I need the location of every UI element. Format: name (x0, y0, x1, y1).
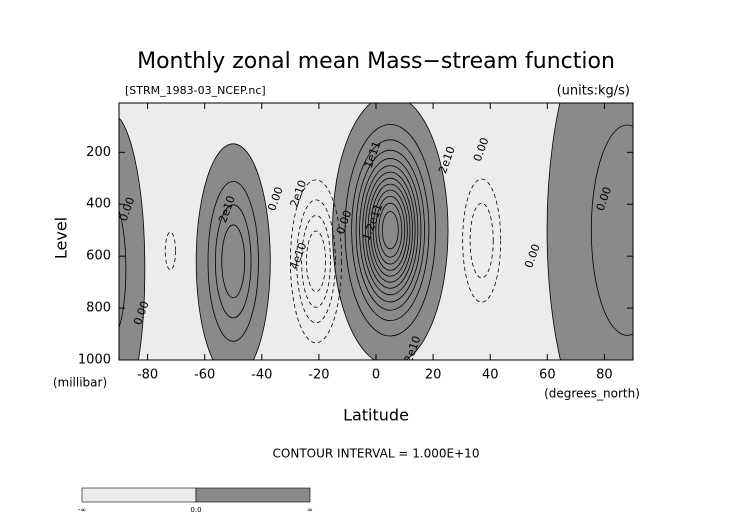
y-axis-label: Level (52, 217, 71, 259)
contour-line (290, 179, 343, 344)
contour-line (215, 204, 252, 319)
contour-line (355, 149, 425, 311)
positive-region (119, 117, 146, 360)
colorbar-positive (195, 487, 311, 503)
contour-line (590, 124, 633, 336)
colorbar-label: 0.0 (190, 506, 201, 514)
contour-line (367, 177, 413, 283)
contour-interval: CONTOUR INTERVAL = 1.000E+10 (273, 447, 480, 461)
contour-line (301, 215, 331, 308)
x-tick-label: 0 (372, 368, 380, 383)
x-tick-label: -40 (251, 368, 272, 383)
x-axis-units: (degrees_north) (544, 387, 640, 401)
x-tick-label: -80 (137, 368, 158, 383)
contour-line (351, 139, 430, 322)
contour-line (469, 202, 494, 279)
contour-line (296, 199, 336, 324)
contour-line (119, 209, 127, 329)
contour-line (207, 180, 259, 342)
y-tick-label: 1000 (78, 353, 111, 368)
contour-line (365, 171, 416, 289)
positive-region (332, 103, 449, 360)
contour-line (359, 158, 422, 303)
contour-line (378, 202, 403, 258)
contour-line (221, 224, 246, 299)
contour-line (381, 211, 399, 250)
contour-line (372, 189, 408, 271)
subtitle-left: [STRM_1983-03_NCEP.nc] (125, 84, 266, 97)
contour-line (370, 183, 411, 277)
contour-line (462, 178, 502, 303)
contour-line (375, 195, 406, 265)
contour-line (306, 230, 326, 293)
colorbar-label: ∞ (307, 506, 313, 514)
x-tick-label: 20 (425, 368, 442, 383)
y-tick-label: 400 (86, 197, 111, 212)
y-tick-label: 800 (86, 301, 111, 316)
y-tick-label: 200 (86, 145, 111, 160)
y-axis-units: (millibar) (53, 376, 107, 390)
x-tick-label: -20 (308, 368, 329, 383)
positive-region (546, 103, 633, 360)
x-tick-label: -60 (194, 368, 215, 383)
colorbar-label: -∞ (78, 506, 86, 514)
x-axis-label: Latitude (343, 406, 409, 425)
x-tick-label: 60 (539, 368, 556, 383)
subtitle-right: (units:kg/s) (557, 84, 630, 99)
contour-line (164, 231, 176, 271)
contour-line (362, 165, 419, 296)
positive-region (195, 143, 271, 360)
contour-line (344, 123, 436, 337)
x-tick-label: 80 (596, 368, 613, 383)
x-tick-label: 40 (482, 368, 499, 383)
chart-title: Monthly zonal mean Mass−stream function (137, 49, 615, 74)
colorbar-negative (81, 487, 197, 503)
y-tick-label: 600 (86, 249, 111, 264)
